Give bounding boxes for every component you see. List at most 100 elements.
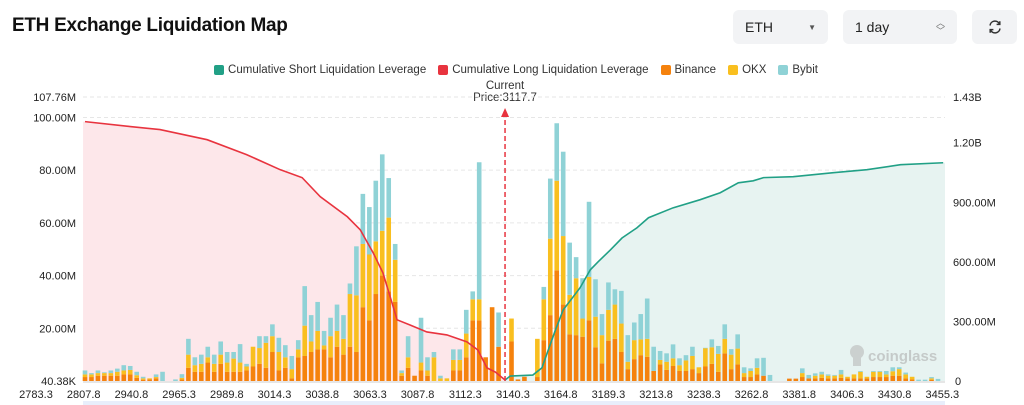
bar-stack [864, 376, 870, 381]
x-tick-label: 2965.3 [162, 389, 196, 401]
bar-binance [360, 307, 366, 381]
bar-bybit [677, 358, 682, 366]
bar-binance [677, 370, 682, 381]
bar-stack [250, 346, 256, 381]
bar-bybit [884, 370, 889, 375]
legend-item-okx[interactable]: OKX [728, 64, 766, 76]
bar-binance [896, 375, 902, 381]
bar-okx [405, 357, 411, 368]
legend-item-long[interactable]: Cumulative Long Liquidation Leverage [438, 64, 649, 76]
bar-binance [715, 371, 721, 381]
bar-bybit [134, 371, 139, 376]
bar-okx [903, 374, 908, 379]
bar-stack [457, 349, 463, 381]
legend-label: Bybit [792, 64, 818, 76]
bar-stack [412, 375, 417, 381]
legend-item-bybit[interactable]: Bybit [778, 64, 818, 76]
legend-label: Binance [674, 64, 717, 76]
x-tick-label: 3455.3 [925, 389, 959, 401]
bar-stack [715, 345, 721, 381]
bar-stack [315, 301, 320, 381]
bar-stack [392, 243, 398, 381]
bar-okx [134, 375, 139, 378]
bar-okx [858, 371, 863, 379]
bar-binance [509, 341, 514, 381]
bar-okx [476, 299, 482, 321]
bar-stack [793, 378, 799, 381]
bar-stack [257, 336, 262, 381]
y-left-tick-label: 80.00M [39, 165, 76, 177]
x-tick-label: 3112.3 [449, 389, 482, 401]
bar-binance [696, 373, 702, 381]
bar-stack [896, 367, 902, 381]
bar-okx [205, 357, 211, 363]
bar-bybit [612, 289, 618, 305]
bar-binance [573, 335, 579, 381]
bar-binance [845, 378, 850, 381]
bar-binance [367, 320, 372, 381]
bar-stack [354, 246, 359, 381]
bar-binance [890, 375, 896, 381]
refresh-button[interactable] [972, 10, 1017, 44]
bar-stack [237, 344, 243, 381]
bar-okx [644, 338, 650, 357]
bar-bybit [748, 368, 753, 371]
y-right-tick-label: 600.00M [953, 257, 996, 269]
bar-bybit [599, 314, 605, 336]
bar-bybit [334, 304, 340, 331]
bar-binance [754, 374, 760, 381]
bar-bybit [399, 370, 404, 374]
bar-bybit [580, 278, 585, 319]
legend-item-binance[interactable]: Binance [660, 64, 717, 76]
bar-okx [599, 335, 605, 364]
bar-stack [845, 376, 850, 381]
bar-okx [838, 374, 844, 378]
bar-bybit [722, 324, 728, 339]
bar-stack [231, 352, 236, 381]
legend-item-short[interactable]: Cumulative Short Liquidation Leverage [214, 64, 426, 76]
bar-bybit [547, 178, 553, 239]
bar-stack [463, 309, 469, 381]
range-select[interactable]: 1 day ︿ ﹀ [843, 10, 957, 44]
bar-binance [690, 369, 695, 381]
bar-bybit [418, 317, 424, 363]
bar-bybit [935, 378, 941, 381]
bar-stack [347, 283, 353, 381]
bar-stack [657, 350, 663, 381]
bar-okx [573, 278, 579, 336]
bar-stack [308, 315, 314, 381]
bar-bybit [115, 368, 120, 372]
bar-okx [709, 347, 715, 364]
bar-stack [431, 352, 437, 381]
bar-okx [199, 363, 204, 372]
bar-stack [825, 374, 831, 381]
bar-binance [586, 320, 592, 381]
symbol-select[interactable]: ETH ▼ [733, 10, 828, 44]
legend-label: OKX [742, 64, 767, 76]
bar-okx [302, 325, 308, 356]
bar-okx [295, 349, 301, 358]
bar-bybit [321, 330, 327, 346]
bar-stack [515, 379, 521, 381]
zoom-slider[interactable] [83, 401, 945, 405]
bar-okx [586, 276, 592, 321]
bar-okx [606, 309, 611, 341]
bar-bybit [812, 373, 818, 376]
bar-okx [812, 375, 818, 379]
bar-binance [606, 340, 611, 381]
bar-bybit [347, 283, 353, 295]
bar-binance [82, 377, 88, 381]
bar-stack [677, 358, 682, 381]
bar-okx [567, 294, 572, 335]
bar-binance [709, 363, 715, 381]
cumulative-short-line [504, 161, 944, 381]
bar-binance [496, 346, 501, 381]
bar-binance [257, 363, 262, 381]
bar-binance [851, 378, 857, 381]
refresh-icon [988, 20, 1001, 34]
bar-bybit [606, 282, 611, 310]
bar-binance [211, 371, 217, 381]
bar-binance [625, 369, 631, 381]
bar-stack [903, 372, 908, 381]
bar-stack [851, 374, 857, 381]
